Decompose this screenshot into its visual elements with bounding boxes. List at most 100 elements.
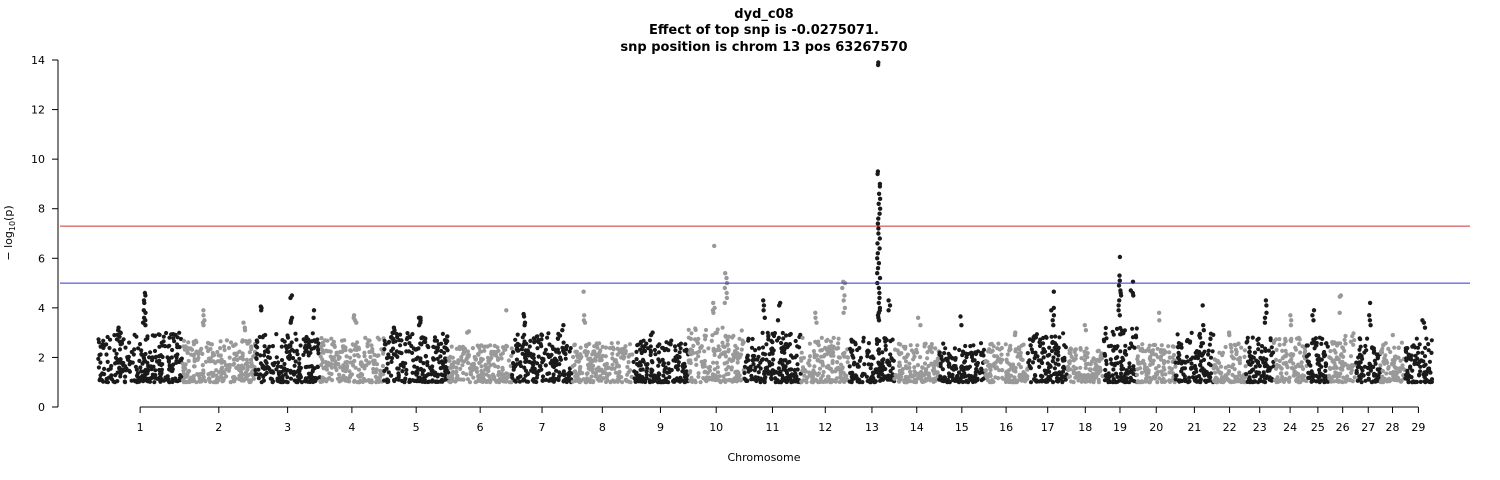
snp-point bbox=[112, 380, 117, 385]
snp-point bbox=[334, 352, 339, 357]
snp-point bbox=[348, 355, 353, 360]
snp-point bbox=[932, 371, 937, 376]
snp-peak-point bbox=[142, 300, 147, 306]
snp-point bbox=[1383, 353, 1388, 358]
snp-point bbox=[407, 334, 412, 339]
snp-point bbox=[550, 344, 555, 349]
snp-point bbox=[641, 338, 646, 343]
snp-point bbox=[941, 341, 946, 346]
snp-point bbox=[851, 362, 857, 367]
snp-point bbox=[702, 333, 707, 338]
snp-point bbox=[288, 376, 294, 381]
snp-point bbox=[1103, 331, 1108, 336]
snp-peak-point bbox=[1337, 294, 1343, 299]
snp-point bbox=[527, 344, 532, 349]
snp-point bbox=[1003, 379, 1009, 385]
snp-point bbox=[319, 336, 324, 341]
snp-point bbox=[1052, 366, 1057, 371]
snp-peak-point bbox=[842, 305, 848, 311]
snp-point bbox=[1363, 343, 1368, 349]
snp-point bbox=[758, 360, 763, 365]
snp-point bbox=[227, 355, 232, 360]
snp-point bbox=[180, 378, 186, 383]
snp-point bbox=[880, 350, 885, 355]
snp-point bbox=[186, 346, 191, 351]
snp-point bbox=[290, 356, 296, 361]
snp-peak-point bbox=[1264, 303, 1269, 308]
snp-point bbox=[682, 374, 688, 379]
snp-point bbox=[147, 355, 152, 360]
snp-point bbox=[514, 347, 519, 352]
snp-point bbox=[104, 342, 109, 347]
snp-point bbox=[638, 367, 643, 372]
snp-point bbox=[1371, 364, 1376, 370]
snp-peak-point bbox=[1337, 310, 1342, 315]
snp-point bbox=[352, 353, 357, 358]
snp-peak-point bbox=[1367, 318, 1373, 323]
snp-point bbox=[793, 338, 798, 344]
snp-point bbox=[1274, 377, 1279, 383]
snp-point bbox=[969, 355, 975, 360]
snp-point bbox=[826, 349, 831, 354]
snp-point bbox=[1316, 375, 1321, 380]
snp-point bbox=[105, 380, 110, 385]
snp-point bbox=[482, 348, 487, 353]
snp-point bbox=[306, 371, 311, 376]
snp-point bbox=[1323, 379, 1328, 384]
snp-point bbox=[324, 363, 329, 368]
snp-point bbox=[1004, 369, 1010, 374]
snp-peak-point bbox=[1288, 323, 1294, 328]
snp-peak-point bbox=[875, 251, 880, 256]
snp-point bbox=[888, 352, 893, 357]
snp-point bbox=[678, 346, 683, 351]
snp-point bbox=[915, 363, 921, 368]
snp-point bbox=[386, 370, 391, 375]
snp-point bbox=[285, 335, 291, 340]
snp-point bbox=[897, 372, 902, 377]
snp-point bbox=[146, 368, 151, 373]
snp-peak-point bbox=[876, 261, 882, 266]
snp-point bbox=[870, 370, 876, 375]
snp-point bbox=[836, 336, 841, 341]
snp-point bbox=[581, 377, 586, 382]
snp-point bbox=[118, 374, 123, 379]
snp-point bbox=[1243, 364, 1248, 369]
snp-point bbox=[1038, 373, 1044, 378]
snp-point bbox=[1386, 346, 1391, 351]
snp-point bbox=[220, 379, 225, 384]
snp-point bbox=[769, 372, 774, 377]
snp-point bbox=[951, 367, 956, 372]
snp-point bbox=[203, 359, 209, 364]
snp-point bbox=[782, 350, 787, 355]
snp-point bbox=[185, 350, 190, 355]
snp-point bbox=[1032, 373, 1038, 378]
snp-point bbox=[885, 358, 890, 363]
snp-point bbox=[571, 354, 576, 360]
snp-point bbox=[811, 370, 816, 375]
snp-point bbox=[558, 357, 564, 362]
snp-point bbox=[1147, 380, 1152, 385]
snp-point bbox=[572, 362, 577, 368]
snp-point bbox=[803, 368, 808, 373]
snp-point bbox=[732, 376, 737, 381]
snp-point bbox=[621, 356, 626, 361]
snp-point bbox=[243, 376, 248, 382]
snp-peak-point bbox=[875, 62, 881, 68]
snp-point bbox=[1259, 344, 1265, 349]
snp-peak-point bbox=[582, 313, 587, 318]
snp-point bbox=[1319, 341, 1324, 346]
snp-point bbox=[784, 341, 789, 347]
snp-point bbox=[1273, 357, 1279, 362]
snp-point bbox=[122, 380, 128, 385]
snp-point bbox=[254, 356, 259, 361]
snp-point bbox=[574, 349, 580, 354]
snp-point bbox=[199, 378, 204, 383]
snp-point bbox=[1339, 379, 1344, 384]
snp-point bbox=[584, 380, 589, 385]
snp-point bbox=[1333, 365, 1338, 370]
snp-point bbox=[1037, 340, 1042, 345]
snp-point bbox=[370, 347, 375, 352]
snp-point bbox=[1067, 359, 1072, 364]
snp-point bbox=[322, 376, 327, 381]
snp-point bbox=[440, 378, 445, 383]
